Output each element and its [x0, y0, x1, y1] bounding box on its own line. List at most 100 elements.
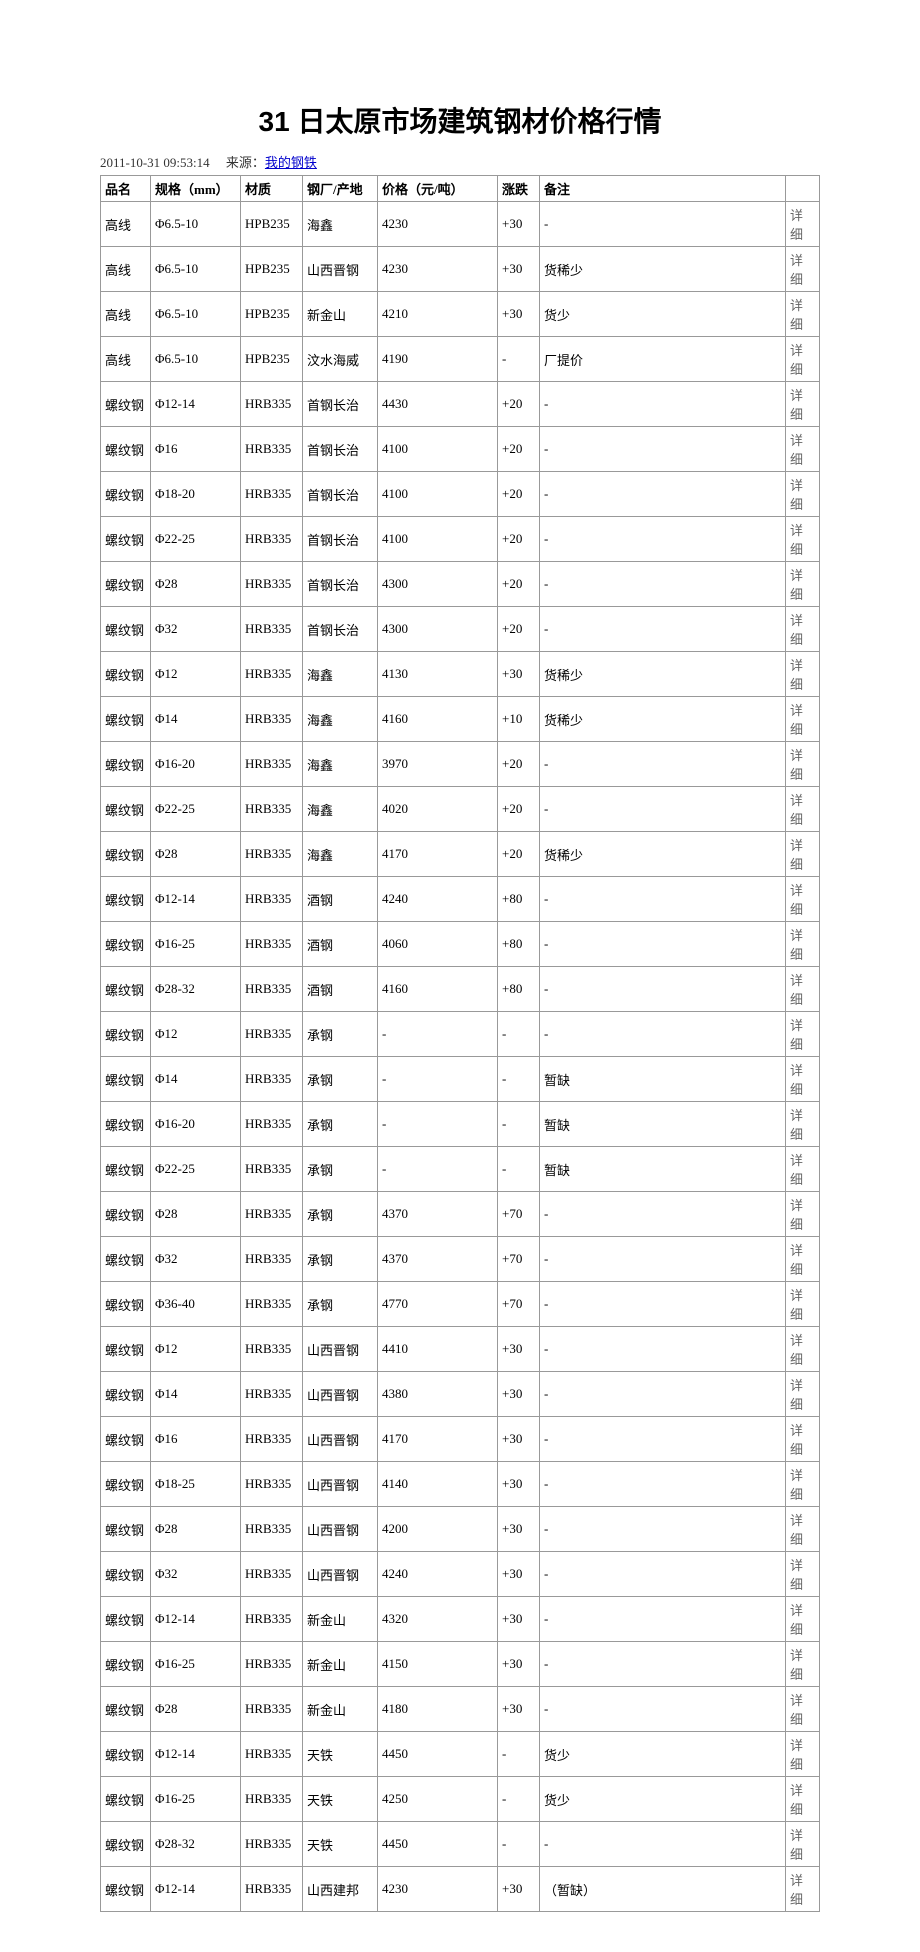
- cell-factory: 海鑫: [303, 202, 378, 247]
- cell-spec: Φ28-32: [151, 1822, 241, 1867]
- cell-spec: Φ12: [151, 1012, 241, 1057]
- detail-link[interactable]: 详细: [786, 1777, 820, 1822]
- cell-price: 4160: [378, 697, 498, 742]
- detail-link[interactable]: 详细: [786, 1192, 820, 1237]
- cell-change: -: [498, 1732, 540, 1777]
- detail-link[interactable]: 详细: [786, 967, 820, 1012]
- cell-spec: Φ14: [151, 1057, 241, 1102]
- cell-remark: 厂提价: [540, 337, 786, 382]
- cell-change: +20: [498, 787, 540, 832]
- detail-link[interactable]: 详细: [786, 427, 820, 472]
- cell-spec: Φ6.5-10: [151, 202, 241, 247]
- table-row: 螺纹钢Φ22-25HRB335海鑫4020+20-详细: [101, 787, 820, 832]
- cell-price: 4200: [378, 1507, 498, 1552]
- cell-spec: Φ28: [151, 1507, 241, 1552]
- source-prefix: 来源：: [226, 155, 265, 170]
- detail-link[interactable]: 详细: [786, 1822, 820, 1867]
- cell-spec: Φ6.5-10: [151, 337, 241, 382]
- cell-change: -: [498, 1147, 540, 1192]
- cell-change: -: [498, 1012, 540, 1057]
- detail-link[interactable]: 详细: [786, 1237, 820, 1282]
- cell-remark: 货少: [540, 292, 786, 337]
- detail-link[interactable]: 详细: [786, 1732, 820, 1777]
- price-table: 品名 规格（mm） 材质 钢厂/产地 价格（元/吨） 涨跌 备注 高线Φ6.5-…: [100, 175, 820, 1912]
- cell-spec: Φ32: [151, 607, 241, 652]
- cell-factory: 山西晋钢: [303, 1417, 378, 1462]
- cell-change: +30: [498, 1462, 540, 1507]
- cell-price: 4160: [378, 967, 498, 1012]
- detail-link[interactable]: 详细: [786, 1057, 820, 1102]
- cell-remark: （暂缺）: [540, 1867, 786, 1912]
- cell-material: HRB335: [241, 1417, 303, 1462]
- cell-change: +20: [498, 472, 540, 517]
- cell-material: HPB235: [241, 202, 303, 247]
- detail-link[interactable]: 详细: [786, 472, 820, 517]
- cell-price: 4230: [378, 202, 498, 247]
- table-row: 螺纹钢Φ32HRB335承钢4370+70-详细: [101, 1237, 820, 1282]
- cell-name: 螺纹钢: [101, 787, 151, 832]
- detail-link[interactable]: 详细: [786, 1867, 820, 1912]
- detail-link[interactable]: 详细: [786, 202, 820, 247]
- detail-link[interactable]: 详细: [786, 742, 820, 787]
- detail-link[interactable]: 详细: [786, 1327, 820, 1372]
- detail-link[interactable]: 详细: [786, 1507, 820, 1552]
- cell-material: HRB335: [241, 832, 303, 877]
- detail-link[interactable]: 详细: [786, 382, 820, 427]
- table-row: 螺纹钢Φ14HRB335海鑫4160+10货稀少详细: [101, 697, 820, 742]
- detail-link[interactable]: 详细: [786, 292, 820, 337]
- cell-change: +30: [498, 1552, 540, 1597]
- cell-remark: -: [540, 472, 786, 517]
- cell-material: HPB235: [241, 247, 303, 292]
- cell-change: +20: [498, 832, 540, 877]
- detail-link[interactable]: 详细: [786, 1552, 820, 1597]
- detail-link[interactable]: 详细: [786, 1372, 820, 1417]
- detail-link[interactable]: 详细: [786, 832, 820, 877]
- cell-factory: 首钢长治: [303, 427, 378, 472]
- cell-name: 螺纹钢: [101, 922, 151, 967]
- source-link[interactable]: 我的钢铁: [265, 155, 317, 170]
- cell-remark: 货稀少: [540, 652, 786, 697]
- cell-spec: Φ16: [151, 1417, 241, 1462]
- detail-link[interactable]: 详细: [786, 517, 820, 562]
- detail-link[interactable]: 详细: [786, 1012, 820, 1057]
- detail-link[interactable]: 详细: [786, 787, 820, 832]
- detail-link[interactable]: 详细: [786, 1147, 820, 1192]
- cell-name: 螺纹钢: [101, 382, 151, 427]
- cell-change: +70: [498, 1237, 540, 1282]
- cell-material: HRB335: [241, 1552, 303, 1597]
- timestamp: 2011-10-31 09:53:14: [100, 155, 210, 170]
- detail-link[interactable]: 详细: [786, 922, 820, 967]
- detail-link[interactable]: 详细: [786, 1462, 820, 1507]
- cell-spec: Φ18-25: [151, 1462, 241, 1507]
- detail-link[interactable]: 详细: [786, 1417, 820, 1462]
- cell-change: +70: [498, 1192, 540, 1237]
- cell-remark: -: [540, 382, 786, 427]
- cell-price: 4300: [378, 562, 498, 607]
- detail-link[interactable]: 详细: [786, 1642, 820, 1687]
- detail-link[interactable]: 详细: [786, 562, 820, 607]
- table-row: 螺纹钢Φ12-14HRB335天铁4450-货少详细: [101, 1732, 820, 1777]
- col-header-material: 材质: [241, 176, 303, 202]
- detail-link[interactable]: 详细: [786, 247, 820, 292]
- table-row: 螺纹钢Φ18-25HRB335山西晋钢4140+30-详细: [101, 1462, 820, 1507]
- detail-link[interactable]: 详细: [786, 652, 820, 697]
- cell-name: 螺纹钢: [101, 1372, 151, 1417]
- cell-material: HRB335: [241, 1822, 303, 1867]
- detail-link[interactable]: 详细: [786, 607, 820, 652]
- detail-link[interactable]: 详细: [786, 697, 820, 742]
- detail-link[interactable]: 详细: [786, 877, 820, 922]
- detail-link[interactable]: 详细: [786, 1687, 820, 1732]
- cell-name: 螺纹钢: [101, 1642, 151, 1687]
- detail-link[interactable]: 详细: [786, 1597, 820, 1642]
- cell-factory: 山西晋钢: [303, 1507, 378, 1552]
- cell-factory: 海鑫: [303, 832, 378, 877]
- table-row: 螺纹钢Φ16-25HRB335新金山4150+30-详细: [101, 1642, 820, 1687]
- detail-link[interactable]: 详细: [786, 1102, 820, 1147]
- cell-change: +30: [498, 247, 540, 292]
- cell-spec: Φ32: [151, 1237, 241, 1282]
- cell-remark: -: [540, 967, 786, 1012]
- detail-link[interactable]: 详细: [786, 1282, 820, 1327]
- detail-link[interactable]: 详细: [786, 337, 820, 382]
- cell-price: 4060: [378, 922, 498, 967]
- cell-change: -: [498, 1822, 540, 1867]
